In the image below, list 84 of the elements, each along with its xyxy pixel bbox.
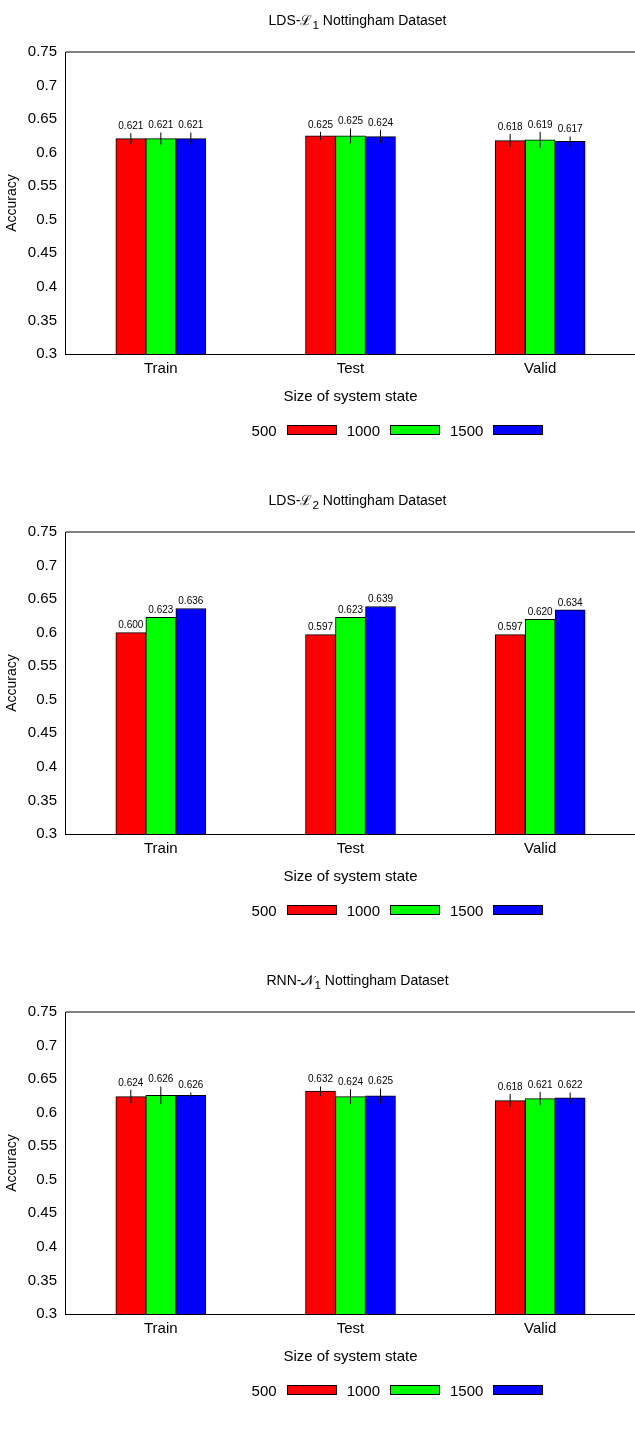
x-tick-label: Train <box>144 839 178 857</box>
y-tick-label: 0.75 <box>27 522 57 540</box>
legend-label: 1500 <box>450 421 484 439</box>
legend-label: 1000 <box>346 1381 381 1399</box>
x-tick-label: Valid <box>524 1319 557 1337</box>
data-label: 0.621 <box>148 119 174 131</box>
data-label: 0.625 <box>367 1075 394 1087</box>
data-label: 0.623 <box>148 603 174 615</box>
y-tick-label: 0.6 <box>36 142 57 160</box>
y-tick-label: 0.55 <box>27 1136 57 1154</box>
data-label: 0.623 <box>337 603 364 615</box>
y-tick-label: 0.65 <box>27 109 57 127</box>
y-tick-label: 0.7 <box>36 555 57 573</box>
y-tick-label: 0.3 <box>36 344 57 362</box>
y-tick-label: 0.5 <box>36 1169 57 1187</box>
data-label: 0.632 <box>307 1073 334 1085</box>
data-label: 0.618 <box>497 1080 524 1092</box>
legend-label: 1500 <box>450 901 484 919</box>
y-tick-label: 0.6 <box>36 622 57 640</box>
x-tick-label: Valid <box>524 839 557 857</box>
y-tick-label: 0.45 <box>27 723 57 741</box>
y-tick-label: 0.4 <box>36 277 57 295</box>
data-label: 0.625 <box>337 115 364 127</box>
data-label: 0.639 <box>367 593 394 605</box>
y-tick-label: 0.5 <box>36 689 57 707</box>
x-tick-label: Test <box>336 1319 366 1337</box>
chart-title: LDS-ℒ$_{1}$ Nottingham Dataset <box>267 11 448 33</box>
y-tick-label: 0.4 <box>36 1237 57 1255</box>
legend-label: 1000 <box>346 901 381 919</box>
y-tick-label: 0.3 <box>36 824 57 842</box>
y-tick-label: 0.35 <box>27 790 57 808</box>
data-label: 0.600 <box>118 619 144 631</box>
data-label: 0.618 <box>497 120 524 132</box>
data-label: 0.625 <box>307 118 334 130</box>
chart-title: LDS-ℒ$_{2}$ Nottingham Dataset <box>267 491 448 513</box>
y-tick-label: 0.3 <box>36 1304 57 1322</box>
y-tick-label: 0.55 <box>27 176 57 194</box>
data-label: 0.621 <box>527 1078 554 1090</box>
y-tick-label: 0.45 <box>27 243 57 261</box>
legend-label: 1500 <box>450 1381 484 1399</box>
y-tick-label: 0.65 <box>27 1069 57 1087</box>
y-tick-label: 0.75 <box>27 1002 57 1020</box>
data-label: 0.624 <box>367 116 394 128</box>
y-tick-label: 0.45 <box>27 1203 57 1221</box>
y-tick-label: 0.35 <box>27 1270 57 1288</box>
x-tick-label: Train <box>144 359 178 377</box>
x-tick-label: Valid <box>524 359 557 377</box>
legend-label: 500 <box>251 421 277 439</box>
data-label: 0.619 <box>527 118 554 130</box>
data-label: 0.621 <box>178 119 204 131</box>
data-label: 0.636 <box>178 595 204 607</box>
data-label: 0.620 <box>527 605 554 617</box>
y-axis-title: Accuracy <box>3 1134 20 1192</box>
data-label: 0.624 <box>118 1076 144 1088</box>
y-tick-label: 0.5 <box>36 209 57 227</box>
x-tick-label: Test <box>336 359 366 377</box>
data-label: 0.626 <box>178 1079 204 1091</box>
y-tick-label: 0.35 <box>27 310 57 328</box>
data-label: 0.597 <box>497 621 524 633</box>
y-tick-label: 0.7 <box>36 1035 57 1053</box>
y-tick-label: 0.75 <box>27 42 57 60</box>
y-axis-title: Accuracy <box>3 654 20 712</box>
chart-title: RNN-𝒩$_{1}$ Nottingham Dataset <box>265 971 450 993</box>
data-label: 0.597 <box>307 621 334 633</box>
y-tick-label: 0.4 <box>36 757 57 775</box>
y-tick-label: 0.65 <box>27 589 57 607</box>
x-axis-title: Size of system state <box>283 387 418 405</box>
legend-label: 1000 <box>346 421 381 439</box>
x-tick-label: Train <box>144 1319 178 1337</box>
x-tick-label: Test <box>336 839 366 857</box>
y-tick-label: 0.6 <box>36 1102 57 1120</box>
y-tick-label: 0.55 <box>27 656 57 674</box>
x-axis-title: Size of system state <box>283 867 418 885</box>
data-label: 0.626 <box>148 1073 174 1085</box>
data-label: 0.624 <box>337 1075 364 1087</box>
legend-label: 500 <box>251 1381 277 1399</box>
data-label: 0.617 <box>557 123 584 135</box>
y-tick-label: 0.7 <box>36 75 57 93</box>
x-axis-title: Size of system state <box>283 1347 418 1365</box>
data-label: 0.634 <box>557 596 584 608</box>
data-label: 0.621 <box>118 119 144 131</box>
y-axis-title: Accuracy <box>3 174 20 232</box>
data-label: 0.622 <box>557 1079 584 1091</box>
legend-label: 500 <box>251 901 277 919</box>
